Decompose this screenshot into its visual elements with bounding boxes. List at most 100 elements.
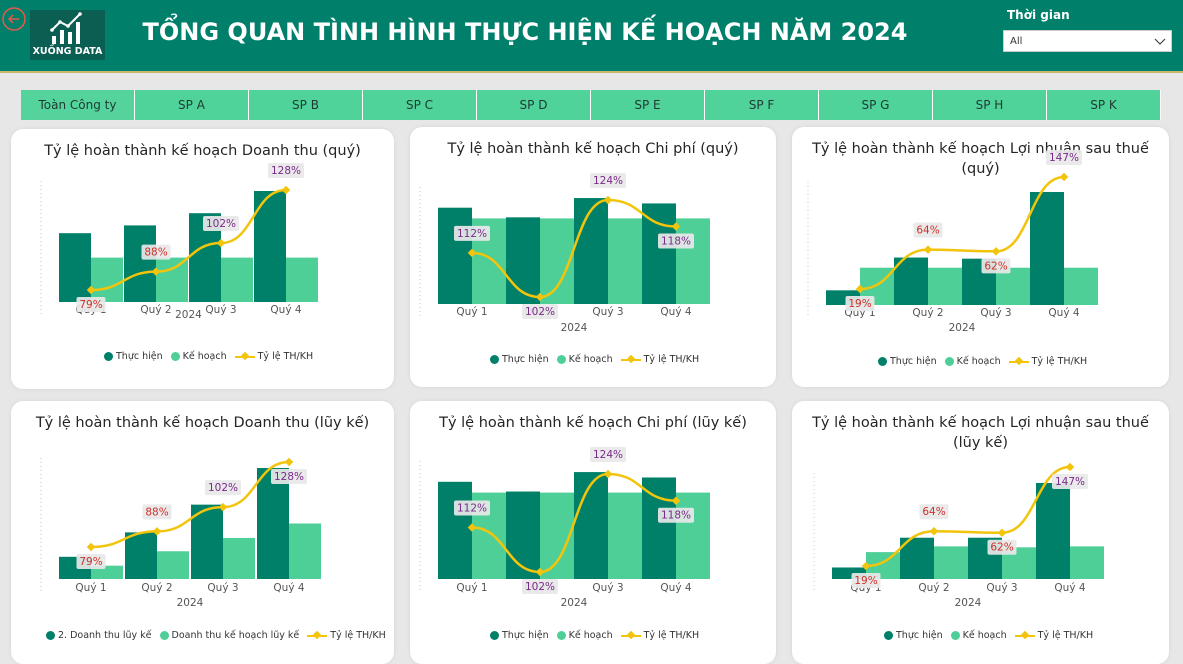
data-label: 79% <box>79 299 102 311</box>
legend-ratio-marker <box>620 634 641 637</box>
data-label-bg <box>142 504 172 520</box>
actual-bar <box>438 481 472 579</box>
data-label: 147% <box>1049 152 1079 164</box>
tab-sp-g[interactable]: SP G <box>819 90 933 120</box>
data-label-bg <box>913 222 943 238</box>
tab-sp-e[interactable]: SP E <box>591 90 705 120</box>
ratio-point <box>151 267 161 276</box>
plan-bar <box>1064 267 1098 305</box>
data-label-bg <box>845 296 875 311</box>
x-tick-label: Quý 3 <box>592 582 623 594</box>
data-label-bg <box>454 225 490 241</box>
legend-actual-marker <box>46 631 55 640</box>
ratio-point <box>855 284 865 294</box>
data-label: 64% <box>916 225 939 237</box>
data-label: 64% <box>922 506 945 518</box>
plan-bar <box>608 492 642 579</box>
back-arrow-icon[interactable] <box>0 5 30 35</box>
legend-label: Tỷ lệ TH/KH <box>643 354 700 365</box>
tab-toan-cong-ty[interactable]: Toàn Công ty <box>21 90 135 120</box>
x-tick-label: Quý 2 <box>912 307 943 319</box>
ratio-line <box>471 472 677 574</box>
legend-plan-marker <box>944 357 954 366</box>
legend-label: Tỷ lệ TH/KH <box>1031 356 1088 367</box>
data-label-bg <box>522 304 558 319</box>
tab-sp-b[interactable]: SP B <box>249 90 363 120</box>
plan-bar <box>996 267 1030 305</box>
ratio-line <box>865 465 1071 568</box>
ratio-point <box>281 185 291 195</box>
x-axis-title: 2024 <box>175 309 202 321</box>
actual-bar <box>506 491 540 579</box>
data-label: 102% <box>525 306 555 318</box>
logo: XUỐNG DATA <box>30 10 105 60</box>
legend-label: Tỷ lệ TH/KH <box>643 630 700 641</box>
actual-bar <box>1030 192 1064 305</box>
legend-label: Thực hiện <box>890 356 937 367</box>
legend-ratio-marker <box>1014 634 1035 637</box>
legend-label: 2. Doanh thu lũy kế <box>58 630 152 641</box>
x-tick-label: Quý 4 <box>1048 307 1079 319</box>
logo-text: XUỐNG DATA <box>32 46 103 57</box>
data-label: 88% <box>144 247 167 259</box>
legend-actual-marker <box>878 357 887 366</box>
x-tick-label: Quý 4 <box>270 304 301 316</box>
actual-bar <box>642 477 676 579</box>
legend-label: Kế hoạch <box>956 356 1001 367</box>
legend-label: Kế hoạch <box>568 354 613 365</box>
actual-bar <box>506 217 540 304</box>
chart-title: Tỷ lệ hoàn thành kế hoạch Chi phí (lũy k… <box>439 415 747 431</box>
chart-card-profit-cumulative: Tỷ lệ hoàn thành kế hoạch Lợi nhuận sau … <box>792 401 1169 664</box>
ratio-point <box>1065 462 1075 472</box>
ratio-point <box>991 247 1001 256</box>
tab-sp-f[interactable]: SP F <box>705 90 819 120</box>
actual-bar <box>642 203 676 304</box>
legend-ratio-marker <box>234 355 255 358</box>
plan-bar <box>157 551 189 579</box>
legend-plan-marker <box>556 355 566 364</box>
page-title: TỔNG QUAN TÌNH HÌNH THỰC HIỆN KẾ HOẠCH N… <box>142 18 908 46</box>
legend-label: Kế hoạch <box>182 351 227 362</box>
legend-label: Thực hiện <box>502 630 549 641</box>
bar-chart-logo-icon <box>50 12 82 44</box>
data-label-bg <box>205 480 241 496</box>
data-label: 112% <box>457 502 487 514</box>
time-filter-dropdown[interactable]: All <box>1003 30 1172 52</box>
data-label: 147% <box>1055 476 1085 488</box>
x-tick-label: Quý 3 <box>207 582 238 594</box>
ratio-point <box>86 285 96 295</box>
time-filter-value: All <box>1010 36 1023 47</box>
legend-ratio-marker <box>307 634 328 637</box>
legend-actual-marker <box>884 631 893 640</box>
chart-svg: Quý 1 Quý 2 Quý 3 Quý 4 79% 88% 102% 128% 2024 <box>40 457 321 609</box>
tab-sp-c[interactable]: SP C <box>363 90 477 120</box>
ratio-point <box>929 526 939 536</box>
tab-sp-h[interactable]: SP H <box>933 90 1047 120</box>
ratio-line <box>471 198 677 299</box>
data-label: 19% <box>854 575 877 587</box>
chevron-down-icon <box>1154 38 1166 45</box>
chart-legend: Thực hiện Kế hoạch Tỷ lệ TH/KH <box>878 356 1095 367</box>
x-tick-label: Quý 1 <box>75 582 106 594</box>
data-label: 102% <box>206 218 236 230</box>
plan-bar <box>676 218 710 304</box>
actual-bar <box>574 472 608 579</box>
header-bar: XUỐNG DATA TỔNG QUAN TÌNH HÌNH THỰC HIỆN… <box>0 0 1183 73</box>
legend-label: Thực hiện <box>896 630 943 641</box>
data-label-bg <box>590 447 626 462</box>
ratio-point <box>467 248 477 258</box>
data-label-bg <box>454 500 490 516</box>
tab-sp-a[interactable]: SP A <box>135 90 249 120</box>
data-label-bg <box>76 554 106 569</box>
data-label: 124% <box>593 175 623 187</box>
plan-bar <box>223 537 255 579</box>
data-label: 112% <box>457 228 487 240</box>
chart-legend: Thực hiện Kế hoạch Tỷ lệ TH/KH <box>490 630 707 641</box>
chart-title: Tỷ lệ hoàn thành kế hoạch Doanh thu (lũy… <box>35 415 370 431</box>
chart-legend: Thực hiện Kế hoạch Tỷ lệ TH/KH <box>884 630 1101 641</box>
chart-title: Tỷ lệ hoàn thành kế hoạch Doanh thu (quý… <box>44 143 361 159</box>
tab-sp-d[interactable]: SP D <box>477 90 591 120</box>
legend-label: Doanh thu kế hoạch lũy kế <box>171 630 300 641</box>
data-label-bg <box>76 297 106 312</box>
tab-sp-k[interactable]: SP K <box>1047 90 1161 120</box>
